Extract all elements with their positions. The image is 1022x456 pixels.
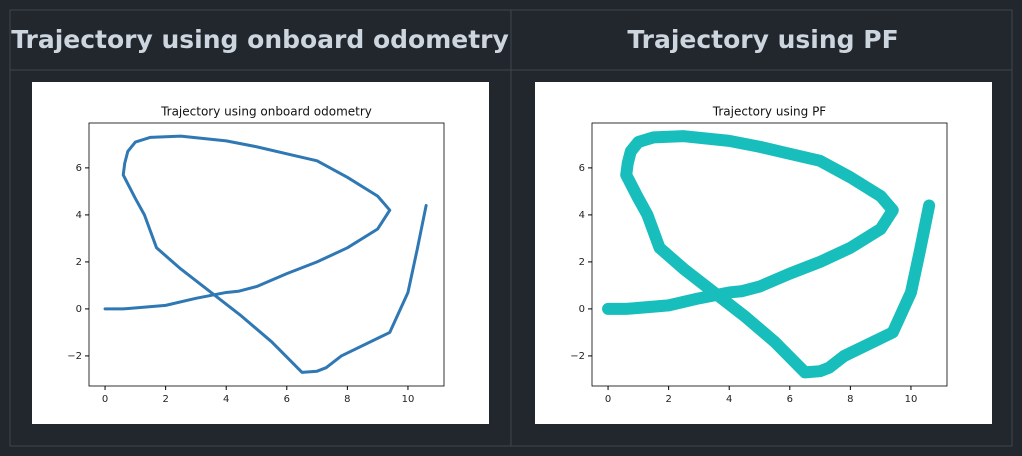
- x-tick-label: 2: [665, 394, 671, 405]
- chart-title: Trajectory using onboard odometry: [160, 105, 372, 119]
- x-tick-label: 8: [847, 394, 853, 405]
- x-tick-label: 2: [162, 394, 168, 405]
- trajectory-line: [103, 134, 428, 374]
- x-tick-label: 0: [102, 394, 108, 405]
- plot-frame: [88, 122, 445, 387]
- x-tick-label: 8: [344, 394, 350, 405]
- x-tick-label: 4: [726, 394, 732, 405]
- y-tick-label: 4: [579, 210, 585, 221]
- y-tick-label: 4: [76, 210, 82, 221]
- x-tick-label: 10: [402, 394, 415, 405]
- plot-frame: [591, 122, 948, 387]
- x-tick-label: 0: [605, 394, 611, 405]
- chart-image: [32, 82, 489, 424]
- x-tick-label: 6: [284, 394, 290, 405]
- x-tick-label: 6: [787, 394, 793, 405]
- y-tick-label: 0: [76, 304, 82, 315]
- y-tick-label: 6: [579, 163, 585, 174]
- chart-title: Trajectory using PF: [712, 105, 827, 119]
- x-tick-label: 10: [905, 394, 918, 405]
- header-cell: Trajectory using PF: [627, 25, 898, 54]
- y-tick-label: −2: [67, 351, 82, 362]
- y-tick-label: 6: [76, 163, 82, 174]
- y-tick-label: 2: [579, 257, 585, 268]
- trajectory-line: [602, 130, 936, 379]
- header-cell: Trajectory using onboard odometry: [11, 25, 509, 54]
- y-tick-label: 0: [579, 304, 585, 315]
- y-tick-label: −2: [570, 351, 585, 362]
- x-tick-label: 4: [223, 394, 229, 405]
- y-tick-label: 2: [76, 257, 82, 268]
